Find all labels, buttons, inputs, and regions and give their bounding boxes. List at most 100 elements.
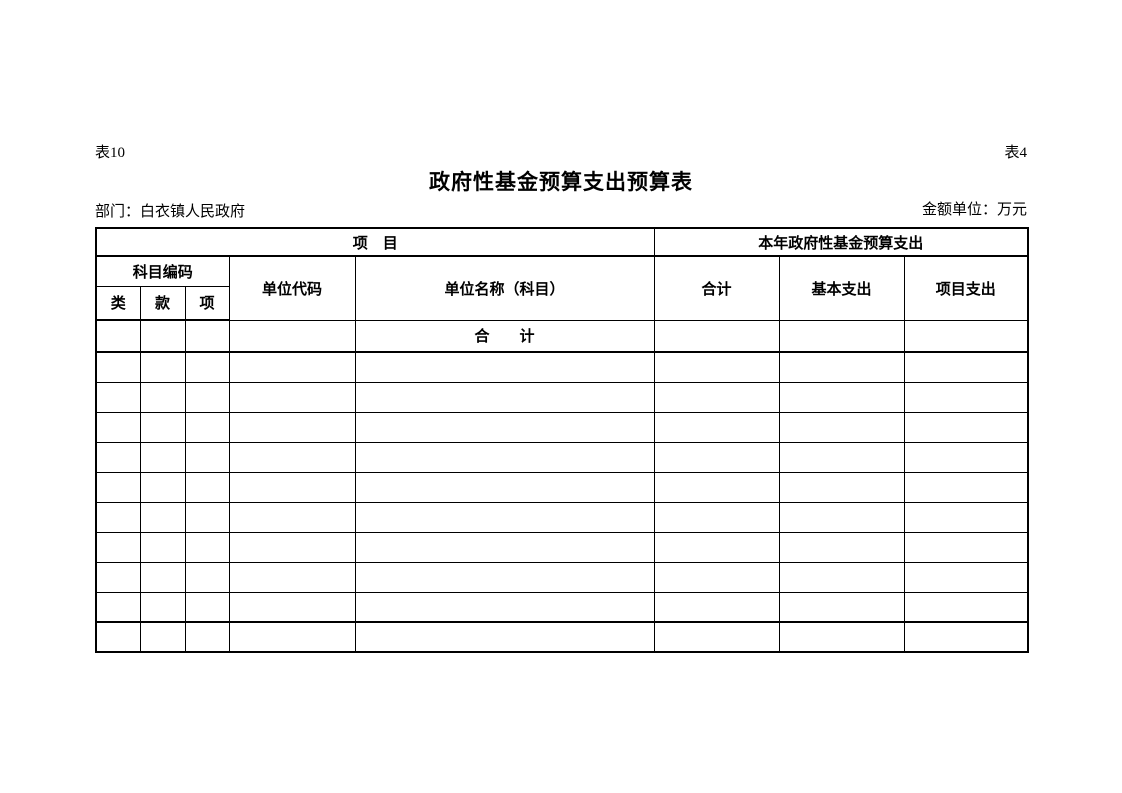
table-cell	[354, 561, 655, 593]
table-cell	[228, 381, 356, 413]
table-row	[95, 591, 1029, 623]
table-cell	[95, 501, 141, 533]
table-cell	[778, 411, 905, 443]
table-row	[95, 471, 1029, 503]
table-cell	[95, 591, 141, 623]
table-cell	[903, 591, 1029, 623]
table-cell	[139, 351, 186, 383]
table-cell	[903, 621, 1029, 653]
table-cell	[139, 621, 186, 653]
table-cell	[228, 319, 356, 353]
col-header-item: 项	[184, 285, 230, 321]
table-cell	[228, 591, 356, 623]
table-cell	[903, 561, 1029, 593]
form-number-left: 表10	[95, 145, 126, 161]
table-cell	[354, 351, 655, 383]
table-cell	[778, 471, 905, 503]
col-header-project-expenditure: 项目支出	[903, 255, 1029, 321]
table-cell	[139, 471, 186, 503]
table-cell	[778, 351, 905, 383]
table-cell	[903, 441, 1029, 473]
table-cell	[139, 591, 186, 623]
table-body: 合 计	[95, 319, 1029, 653]
table-cell	[903, 319, 1029, 353]
budget-table: 项 目 本年政府性基金预算支出 科目编码 单位代码 单位名称（科目） 合计 基本…	[95, 227, 1030, 653]
table-cell	[228, 471, 356, 503]
table-cell	[95, 531, 141, 563]
table-cell	[184, 351, 230, 383]
table-cell	[184, 411, 230, 443]
table-cell	[228, 621, 356, 653]
table-cell	[903, 501, 1029, 533]
table-cell	[95, 319, 141, 353]
table-cell	[228, 501, 356, 533]
group-header-item: 项 目	[95, 227, 655, 257]
table-cell	[354, 531, 655, 563]
col-header-unit-code: 单位代码	[228, 255, 356, 321]
amount-unit-label: 金额单位：万元	[921, 202, 1027, 218]
table-cell	[228, 351, 356, 383]
table-row	[95, 411, 1029, 443]
table-row: 合 计	[95, 319, 1029, 353]
col-header-section: 款	[139, 285, 186, 321]
table-cell	[653, 501, 780, 533]
table-cell	[653, 351, 780, 383]
table-cell	[778, 621, 905, 653]
table-cell	[95, 561, 141, 593]
table-cell	[139, 501, 186, 533]
table-cell	[139, 561, 186, 593]
table-cell	[653, 561, 780, 593]
table-cell	[778, 561, 905, 593]
table-cell	[95, 411, 141, 443]
table-cell	[228, 411, 356, 443]
table-cell	[903, 351, 1029, 383]
table-cell	[354, 501, 655, 533]
table-cell	[139, 411, 186, 443]
table-cell	[184, 441, 230, 473]
table-cell	[653, 471, 780, 503]
table-cell	[184, 621, 230, 653]
table-cell	[903, 381, 1029, 413]
table-cell	[653, 591, 780, 623]
col-header-category: 类	[95, 285, 141, 321]
table-cell	[184, 531, 230, 563]
table-cell	[184, 501, 230, 533]
table-cell	[653, 319, 780, 353]
table-cell	[95, 381, 141, 413]
table-row	[95, 441, 1029, 473]
table-cell	[184, 381, 230, 413]
table-cell	[354, 381, 655, 413]
form-number-right: 表4	[1004, 145, 1027, 161]
table-row	[95, 381, 1029, 413]
table-cell	[354, 411, 655, 443]
col-header-basic-expenditure: 基本支出	[778, 255, 905, 321]
table-cell	[228, 441, 356, 473]
table-cell	[184, 561, 230, 593]
col-header-subject-code-group: 科目编码	[95, 255, 230, 287]
table-cell	[354, 441, 655, 473]
table-cell	[184, 319, 230, 353]
table-cell	[653, 531, 780, 563]
table-cell	[903, 531, 1029, 563]
table-cell	[653, 381, 780, 413]
table-cell	[228, 531, 356, 563]
department-label: 部门：白衣镇人民政府	[95, 204, 246, 220]
table-cell	[778, 531, 905, 563]
table-cell	[184, 471, 230, 503]
table-cell	[95, 441, 141, 473]
table-cell	[228, 561, 356, 593]
table-cell: 合 计	[354, 319, 655, 353]
table-cell	[95, 351, 141, 383]
table-cell	[653, 621, 780, 653]
table-cell	[139, 381, 186, 413]
table-row	[95, 501, 1029, 533]
table-cell	[903, 471, 1029, 503]
table-cell	[139, 531, 186, 563]
table-header-row-lower: 类 款 项	[95, 285, 1028, 321]
group-header-expenditure: 本年政府性基金预算支出	[653, 227, 1029, 257]
table-cell	[184, 591, 230, 623]
table-cell	[95, 621, 141, 653]
table-row	[95, 531, 1029, 563]
page-title: 政府性基金预算支出预算表	[429, 170, 693, 194]
